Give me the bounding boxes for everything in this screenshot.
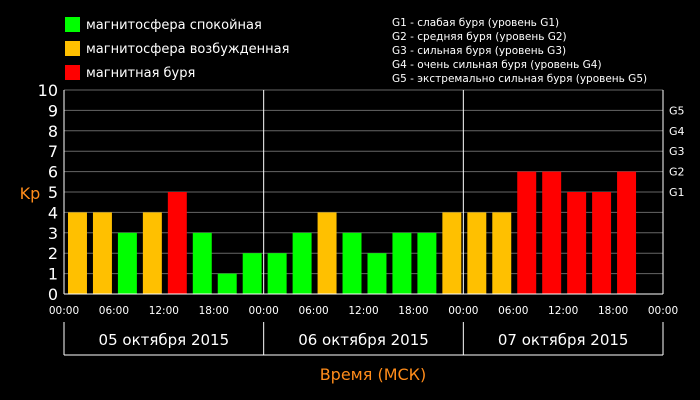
- storm-level-legend-item: G2 - средняя буря (уровень G2): [392, 31, 567, 43]
- bar: [192, 232, 212, 294]
- bar: [317, 212, 337, 294]
- x-tick-label: 06:00: [298, 305, 328, 317]
- storm-level-tick-label: G4: [669, 125, 685, 138]
- y-tick-label: 7: [48, 142, 58, 161]
- gridlines: [64, 89, 663, 275]
- legend-label: магнитосфера возбужденная: [86, 42, 289, 57]
- storm-level-legend-item: G1 - слабая буря (уровень G1): [392, 17, 559, 29]
- x-tick-label: 06:00: [99, 305, 129, 317]
- legend-swatch: [65, 17, 80, 32]
- bar: [92, 212, 112, 294]
- y-tick-label: 5: [48, 183, 58, 202]
- bars: [67, 171, 637, 294]
- storm-level-legend-item: G5 - экстремально сильная буря (уровень …: [392, 73, 647, 85]
- bar: [342, 232, 362, 294]
- date-label: 07 октября 2015: [498, 331, 629, 349]
- bar: [117, 232, 137, 294]
- bar: [542, 171, 562, 294]
- bar: [492, 212, 512, 294]
- x-tick-label: 12:00: [149, 305, 179, 317]
- storm-level-tick-label: G1: [669, 186, 685, 199]
- bar: [367, 253, 387, 294]
- x-tick-label: 00:00: [49, 305, 79, 317]
- bar: [67, 212, 87, 294]
- y-tick-label: 1: [48, 265, 58, 284]
- y-tick-label: 3: [48, 224, 58, 243]
- bar: [467, 212, 487, 294]
- bar: [517, 171, 537, 294]
- legend-label: магнитная буря: [86, 66, 195, 81]
- x-tick-label: 00:00: [249, 305, 279, 317]
- storm-level-legend-item: G4 - очень сильная буря (уровень G4): [392, 59, 602, 71]
- x-tick-label: 12:00: [548, 305, 578, 317]
- x-tick-label: 18:00: [398, 305, 428, 317]
- bar: [292, 232, 312, 294]
- bar: [217, 273, 237, 294]
- x-tick-label: 00:00: [648, 305, 678, 317]
- y-tick-label: 0: [48, 285, 58, 304]
- y-tick-label: 4: [48, 203, 58, 222]
- bar: [267, 253, 287, 294]
- bar: [242, 253, 262, 294]
- storm-level-legend: G1 - слабая буря (уровень G1) G2 - средня…: [392, 17, 647, 85]
- x-tick-label: 18:00: [598, 305, 628, 317]
- y-tick-label: 8: [48, 122, 58, 141]
- storm-level-tick-label: G5: [669, 104, 685, 117]
- x-tick-label: 18:00: [199, 305, 229, 317]
- x-tick-label: 00:00: [448, 305, 478, 317]
- bar: [567, 192, 587, 294]
- bar: [592, 192, 612, 294]
- bar: [167, 192, 187, 294]
- x-tick-label: 12:00: [348, 305, 378, 317]
- legend-swatch: [65, 65, 80, 80]
- y-tick-label: 2: [48, 244, 58, 263]
- bar: [417, 232, 437, 294]
- bar: [392, 232, 412, 294]
- axes: 01 23 456 78 910 G1 G2 G3 G4 G5 00:00 06:00 12:00 18:…: [38, 81, 685, 356]
- y-tick-label: 6: [48, 163, 58, 182]
- y-axis-label: Kp: [20, 184, 41, 203]
- legend-swatch: [65, 41, 80, 56]
- storm-level-tick-label: G2: [669, 166, 685, 179]
- storm-level-tick-label: G3: [669, 145, 685, 158]
- y-tick-label: 10: [38, 81, 58, 100]
- x-tick-label: 06:00: [498, 305, 528, 317]
- legend-label: магнитосфера спокойная: [86, 18, 262, 33]
- bar: [442, 212, 462, 294]
- axis-labels: Kp Время (МСК): [20, 184, 427, 384]
- bar: [617, 171, 637, 294]
- date-label: 05 октября 2015: [99, 331, 230, 349]
- date-label: 06 октября 2015: [298, 331, 429, 349]
- x-axis-label: Время (МСК): [320, 365, 427, 384]
- y-tick-label: 9: [48, 101, 58, 120]
- storm-level-legend-item: G3 - сильная буря (уровень G3): [392, 45, 566, 57]
- legend: магнитосфера спокойная магнитосфера возбу…: [65, 17, 289, 81]
- bar: [142, 212, 162, 294]
